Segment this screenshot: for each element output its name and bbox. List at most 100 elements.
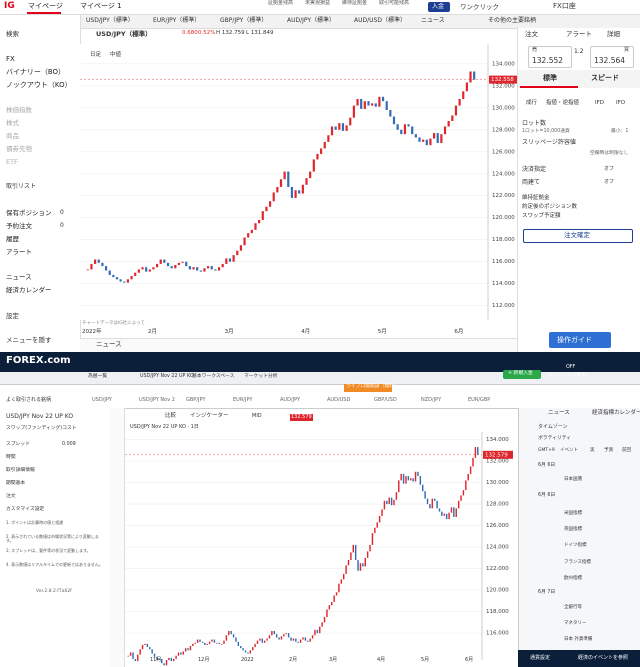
settle: 決済指定 [522, 166, 547, 173]
candle [134, 272, 137, 277]
event: 日本国債 [564, 477, 582, 482]
candle [129, 652, 132, 656]
candle [216, 642, 218, 644]
top-link: 取引可能残高 [379, 0, 410, 6]
candle [403, 124, 407, 135]
event: 全銀行等 [564, 605, 582, 610]
ig-tab-underline [27, 12, 61, 14]
candle [204, 642, 206, 645]
candle [273, 630, 275, 635]
last-price: 132.579 [485, 452, 508, 458]
y-tick-label: 120.000 [492, 215, 515, 221]
watchlist: よく取引される銘柄 [6, 397, 52, 403]
section: 時間 [6, 455, 16, 460]
candle [192, 643, 194, 647]
ig-deposit-button[interactable] [428, 2, 450, 12]
x-label: 6月 [465, 657, 474, 663]
y-tick-label: 116.000 [492, 259, 515, 265]
forex-account-button[interactable] [344, 384, 392, 392]
top-link: 維持証拠金 [342, 0, 368, 6]
y-tick-label: 128.000 [492, 127, 515, 133]
candle [166, 262, 170, 267]
candle [214, 269, 217, 271]
candle [309, 171, 312, 179]
order-tab: 注文 [525, 30, 538, 38]
candle [411, 126, 414, 135]
candle [263, 640, 266, 643]
trade-item: 予約注文 [6, 222, 32, 230]
candle [438, 508, 441, 512]
candle [256, 640, 259, 644]
candle [414, 134, 417, 138]
symbol: GBP/USD [374, 397, 397, 403]
candle [429, 138, 432, 146]
ig-mode-active[interactable] [520, 86, 578, 88]
table-header: 予測 [604, 448, 613, 453]
product: バイナリー（BO） [6, 68, 66, 76]
product-disabled: 株式 [6, 119, 19, 127]
last-price-tag [483, 450, 513, 459]
y-tick-label: 118.000 [492, 237, 515, 243]
candle [386, 500, 388, 505]
symbol: GBP/JPY [186, 397, 206, 403]
plot-bg [125, 432, 482, 660]
candle [341, 123, 345, 131]
candle [161, 658, 163, 664]
candle [240, 646, 242, 649]
candle [381, 509, 383, 516]
candle [422, 139, 425, 142]
news: ニュース [96, 340, 122, 348]
forex-deposit-button[interactable] [503, 370, 541, 379]
candle [188, 266, 191, 270]
low: L 131.849 [246, 30, 274, 36]
candle [402, 473, 405, 484]
candle [180, 652, 182, 655]
candle [331, 601, 333, 606]
candle [340, 579, 343, 584]
order-tab: 詳細 [607, 30, 620, 38]
candle [145, 267, 148, 272]
candle [338, 583, 340, 593]
candle [177, 262, 181, 266]
candle [112, 274, 115, 278]
deposit-button: 入金 [432, 3, 445, 10]
ig-guide-button[interactable] [549, 332, 611, 348]
candle [119, 279, 122, 282]
forex-right-panel [518, 408, 640, 667]
candle [207, 266, 210, 269]
candle [309, 638, 311, 642]
ig-buy-box[interactable] [590, 46, 634, 68]
guide: 操作ガイド [557, 336, 592, 344]
order-type: IFD [595, 100, 605, 106]
candle [455, 508, 457, 517]
off: OFF [566, 365, 576, 370]
candle [261, 211, 264, 220]
candle [369, 544, 371, 552]
candle [474, 447, 477, 458]
candle [184, 648, 187, 652]
candle [294, 190, 297, 198]
forex-header [0, 352, 640, 372]
one-click: ワンクリック取引 [548, 373, 587, 378]
toolbar: 日足 [90, 52, 102, 58]
slippage: スリッページ許容値 [522, 139, 576, 146]
y-tick-label: 124.000 [492, 171, 515, 177]
candle [426, 498, 429, 505]
candle [443, 513, 445, 516]
change: 0.680 [182, 30, 198, 36]
ig-confirm-button[interactable] [523, 229, 633, 243]
candle [295, 638, 297, 642]
candle [327, 135, 330, 142]
candle [251, 647, 254, 651]
candle [422, 484, 424, 492]
candle [192, 267, 195, 270]
candle [410, 478, 412, 481]
ig-sell-box[interactable] [528, 46, 572, 68]
symbol: USD/JPY Nov 2 [139, 397, 175, 403]
table-header: 前回 [622, 448, 631, 453]
note: 1. ポイントは計算時の値と相違 [6, 520, 64, 525]
event: 欧州指標 [564, 576, 582, 581]
hide-menu: メニューを隠す [6, 336, 52, 344]
candle [97, 259, 100, 263]
